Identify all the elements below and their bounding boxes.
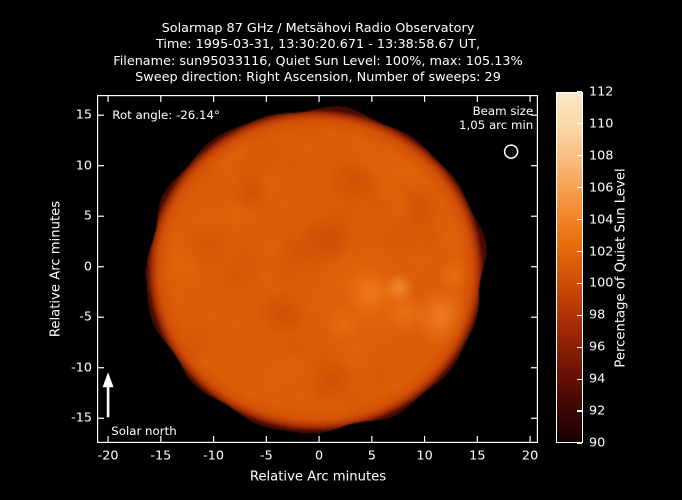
colorbar-tick-label: 108	[589, 148, 614, 164]
y-tick-label: 15	[75, 107, 92, 123]
x-tick-label: -15	[150, 448, 172, 464]
colorbar-tick-label: 94	[589, 371, 606, 387]
colorbar-tick	[577, 91, 582, 93]
x-axis-label: Relative Arc minutes	[249, 469, 387, 485]
x-tick-label: 0	[315, 448, 324, 464]
beam-size-annotation: Beam size 1,05 arc min	[459, 104, 533, 132]
title-line-4: Sweep direction: Right Ascension, Number…	[135, 70, 501, 86]
colorbar-tick-label: 90	[589, 435, 606, 451]
plot-area: Rot angle: -26.14° Beam size 1,05 arc mi…	[97, 95, 538, 443]
colorbar-tick	[577, 123, 582, 125]
y-tick-label: 10	[75, 158, 92, 174]
colorbar-tick	[577, 219, 582, 221]
colorbar-tick	[577, 314, 582, 316]
x-tick-label: -10	[203, 448, 225, 464]
x-tick-label: -5	[259, 448, 273, 464]
x-tick-label: 5	[367, 448, 376, 464]
solar-north-label: Solar north	[111, 424, 177, 439]
x-tick-label: 20	[521, 448, 539, 464]
colorbar-tick	[577, 282, 582, 285]
colorbar-tick	[577, 155, 582, 157]
colorbar-tick-label: 96	[589, 339, 606, 355]
solar-north-arrow-head	[102, 372, 114, 388]
title-line-3: Filename: sun95033116, Quiet Sun Level: …	[113, 53, 523, 69]
colorbar-tick-label: 112	[589, 84, 614, 100]
x-tick-label: 10	[416, 448, 433, 464]
x-tick-label: -20	[97, 448, 119, 464]
beam-size-line2: 1,05 arc min	[458, 118, 534, 133]
colorbar-tick	[577, 250, 582, 253]
rot-angle-annotation: Rot angle: -26.14°	[112, 108, 220, 123]
colorbar-tick	[577, 346, 582, 348]
colorbar-tick-label: 100	[589, 275, 614, 291]
figure-title: Solarmap 87 GHz / Metsähovi Radio Observ…	[37, 21, 599, 87]
colorbar-tick	[577, 378, 582, 380]
colorbar-tick-label: 98	[589, 307, 606, 323]
colorbar-tick	[577, 442, 582, 444]
colorbar-tick-label: 102	[589, 244, 614, 260]
colorbar-tick-label: 110	[589, 116, 614, 132]
y-tick-label: -10	[71, 360, 92, 376]
colorbar-label: Percentage of Quiet Sun Level	[613, 168, 629, 368]
colorbar-gradient	[557, 93, 582, 442]
plot-frame	[97, 95, 538, 443]
beam-size-line1: Beam size	[472, 104, 534, 119]
y-axis-label: Relative Arc minutes	[48, 200, 64, 338]
y-tick-label: 5	[83, 208, 92, 224]
title-line-1: Solarmap 87 GHz / Metsähovi Radio Observ…	[161, 21, 475, 36]
y-tick-label: -15	[71, 410, 92, 426]
colorbar-tick-label: 104	[589, 212, 614, 228]
colorbar-tick-label: 106	[589, 180, 614, 196]
title-line-2: Time: 1995-03-31, 13:30:20.671 - 13:38:5…	[155, 37, 481, 53]
x-tick-label: 15	[469, 448, 486, 464]
colorbar	[556, 92, 583, 443]
colorbar-tick	[577, 187, 582, 189]
beam-size-circle	[503, 144, 519, 159]
axes-frame-and-ticks	[97, 95, 538, 443]
colorbar-tick-label: 92	[589, 403, 606, 419]
y-tick-label: 0	[83, 259, 92, 275]
colorbar-tick	[577, 410, 582, 412]
y-tick-label: -5	[79, 309, 92, 325]
solar-disk-heatmap	[97, 95, 538, 443]
